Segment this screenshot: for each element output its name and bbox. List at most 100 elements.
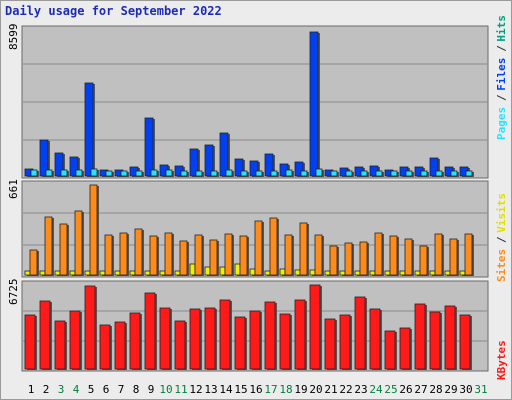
visits-bar (204, 266, 211, 276)
pages-bar (375, 170, 383, 177)
day-label: 15 (234, 383, 247, 396)
sites-bar (419, 245, 428, 276)
pages-bar (285, 169, 293, 177)
y-axis-max-label: 661 (7, 179, 20, 199)
day-label: 18 (279, 383, 292, 396)
visits-bar (189, 263, 196, 276)
files-bar (69, 156, 79, 177)
visits-bar (309, 269, 316, 276)
visits-bar (24, 270, 31, 276)
kbytes-bar (234, 316, 246, 370)
kbytes-bar (354, 296, 366, 370)
mid-legend-3: Visits (495, 193, 508, 233)
sites-bar (29, 249, 38, 276)
sites-bar (464, 233, 473, 276)
kbytes-bar (69, 310, 81, 370)
day-label: 6 (103, 383, 110, 396)
pages-bar (45, 169, 53, 177)
kbytes-bar (279, 313, 291, 370)
sites-bar (299, 222, 308, 276)
visits-bar (264, 270, 271, 276)
files-bar (39, 139, 49, 177)
files-bar (264, 153, 274, 177)
visits-bar (444, 270, 451, 276)
kbytes-bar (309, 284, 321, 370)
day-label: 21 (324, 383, 337, 396)
sites-bar (374, 232, 383, 276)
pages-bar (135, 170, 143, 177)
pages-bar (390, 170, 398, 177)
day-label: 26 (399, 383, 412, 396)
day-label: 29 (444, 383, 457, 396)
pages-bar (30, 169, 38, 177)
visits-bar (159, 270, 166, 276)
kbytes-bar (249, 310, 261, 370)
kbytes-bar (459, 314, 471, 370)
kbytes-bar (114, 321, 126, 370)
files-bar (144, 117, 154, 177)
visits-bar (414, 270, 421, 276)
kbytes-bar (174, 320, 186, 370)
kbytes-bar (414, 303, 426, 370)
kbytes-bar (54, 320, 66, 370)
mid-legend-1: Sites (495, 249, 508, 282)
kbytes-bar (144, 292, 156, 370)
kbytes-bar (339, 314, 351, 370)
top-legend-3: Files (495, 58, 508, 91)
top-legend-1: Pages (495, 107, 508, 140)
bottom-legend-1: KBytes (495, 340, 508, 380)
pages-bar (300, 170, 308, 177)
day-label: 19 (294, 383, 307, 396)
pages-bar (195, 170, 203, 177)
files-bar (54, 152, 64, 177)
sites-bar (329, 245, 338, 276)
day-label: 4 (73, 383, 80, 396)
sites-bar (104, 234, 113, 276)
sites-bar (194, 234, 203, 276)
sites-bar (254, 220, 263, 276)
sites-bar (434, 233, 443, 276)
sites-bar (164, 232, 173, 276)
files-bar (294, 161, 304, 177)
sites-bar (344, 242, 353, 276)
pages-bar (435, 170, 443, 177)
day-label: 11 (174, 383, 187, 396)
files-bar (309, 31, 319, 177)
pages-bar (360, 170, 368, 177)
sites-bar (89, 184, 98, 276)
visits-bar (129, 270, 136, 276)
kbytes-bar (129, 312, 141, 370)
sites-bar (389, 235, 398, 276)
sites-bar (449, 238, 458, 276)
pages-bar (240, 170, 248, 177)
visits-bar (354, 270, 361, 276)
kbytes-bar (399, 327, 411, 370)
pages-bar (420, 170, 428, 177)
day-label: 30 (459, 383, 472, 396)
day-label: 25 (384, 383, 397, 396)
day-label: 28 (429, 383, 442, 396)
sites-bar (239, 235, 248, 276)
day-label: 10 (159, 383, 172, 396)
visits-bar (234, 263, 241, 276)
sites-bar (269, 217, 278, 276)
sites-bar (209, 239, 218, 276)
pages-bar (465, 170, 473, 177)
visits-bar (324, 270, 331, 276)
pages-bar (405, 170, 413, 177)
pages-bar (105, 170, 113, 177)
day-label: 3 (58, 383, 65, 396)
pages-bar (120, 170, 128, 177)
visits-bar (249, 268, 256, 276)
sites-bar (314, 234, 323, 276)
sites-bar (224, 233, 233, 276)
sites-bar (74, 210, 83, 276)
pages-bar (210, 170, 218, 177)
visits-bar (174, 270, 181, 276)
visits-bar (399, 270, 406, 276)
day-label: 16 (249, 383, 262, 396)
kbytes-bar (444, 305, 456, 370)
visits-bar (219, 266, 226, 276)
pages-bar (315, 168, 323, 177)
day-label: 9 (148, 383, 155, 396)
